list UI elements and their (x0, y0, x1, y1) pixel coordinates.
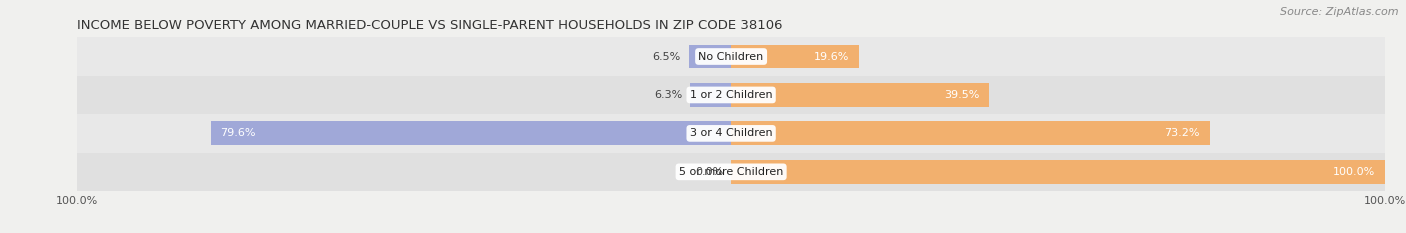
Bar (77, 153, 1385, 191)
Bar (77, 114, 1385, 153)
Text: No Children: No Children (699, 51, 763, 62)
Bar (731, 45, 859, 69)
Text: 73.2%: 73.2% (1164, 128, 1199, 138)
Text: 79.6%: 79.6% (221, 128, 256, 138)
Bar (731, 83, 990, 107)
Text: 3 or 4 Children: 3 or 4 Children (690, 128, 772, 138)
Bar (211, 121, 731, 145)
Bar (689, 45, 731, 69)
Bar (731, 160, 1385, 184)
Bar (690, 83, 731, 107)
Text: INCOME BELOW POVERTY AMONG MARRIED-COUPLE VS SINGLE-PARENT HOUSEHOLDS IN ZIP COD: INCOME BELOW POVERTY AMONG MARRIED-COUPL… (77, 19, 783, 32)
Text: 1 or 2 Children: 1 or 2 Children (690, 90, 772, 100)
Bar (731, 121, 1209, 145)
Text: Source: ZipAtlas.com: Source: ZipAtlas.com (1281, 7, 1399, 17)
Text: 6.5%: 6.5% (652, 51, 681, 62)
Text: 0.0%: 0.0% (695, 167, 723, 177)
Text: 100.0%: 100.0% (1333, 167, 1375, 177)
Text: 39.5%: 39.5% (945, 90, 980, 100)
Text: 6.3%: 6.3% (654, 90, 682, 100)
Bar (77, 37, 1385, 76)
Text: 5 or more Children: 5 or more Children (679, 167, 783, 177)
Text: 19.6%: 19.6% (814, 51, 849, 62)
Bar (77, 76, 1385, 114)
